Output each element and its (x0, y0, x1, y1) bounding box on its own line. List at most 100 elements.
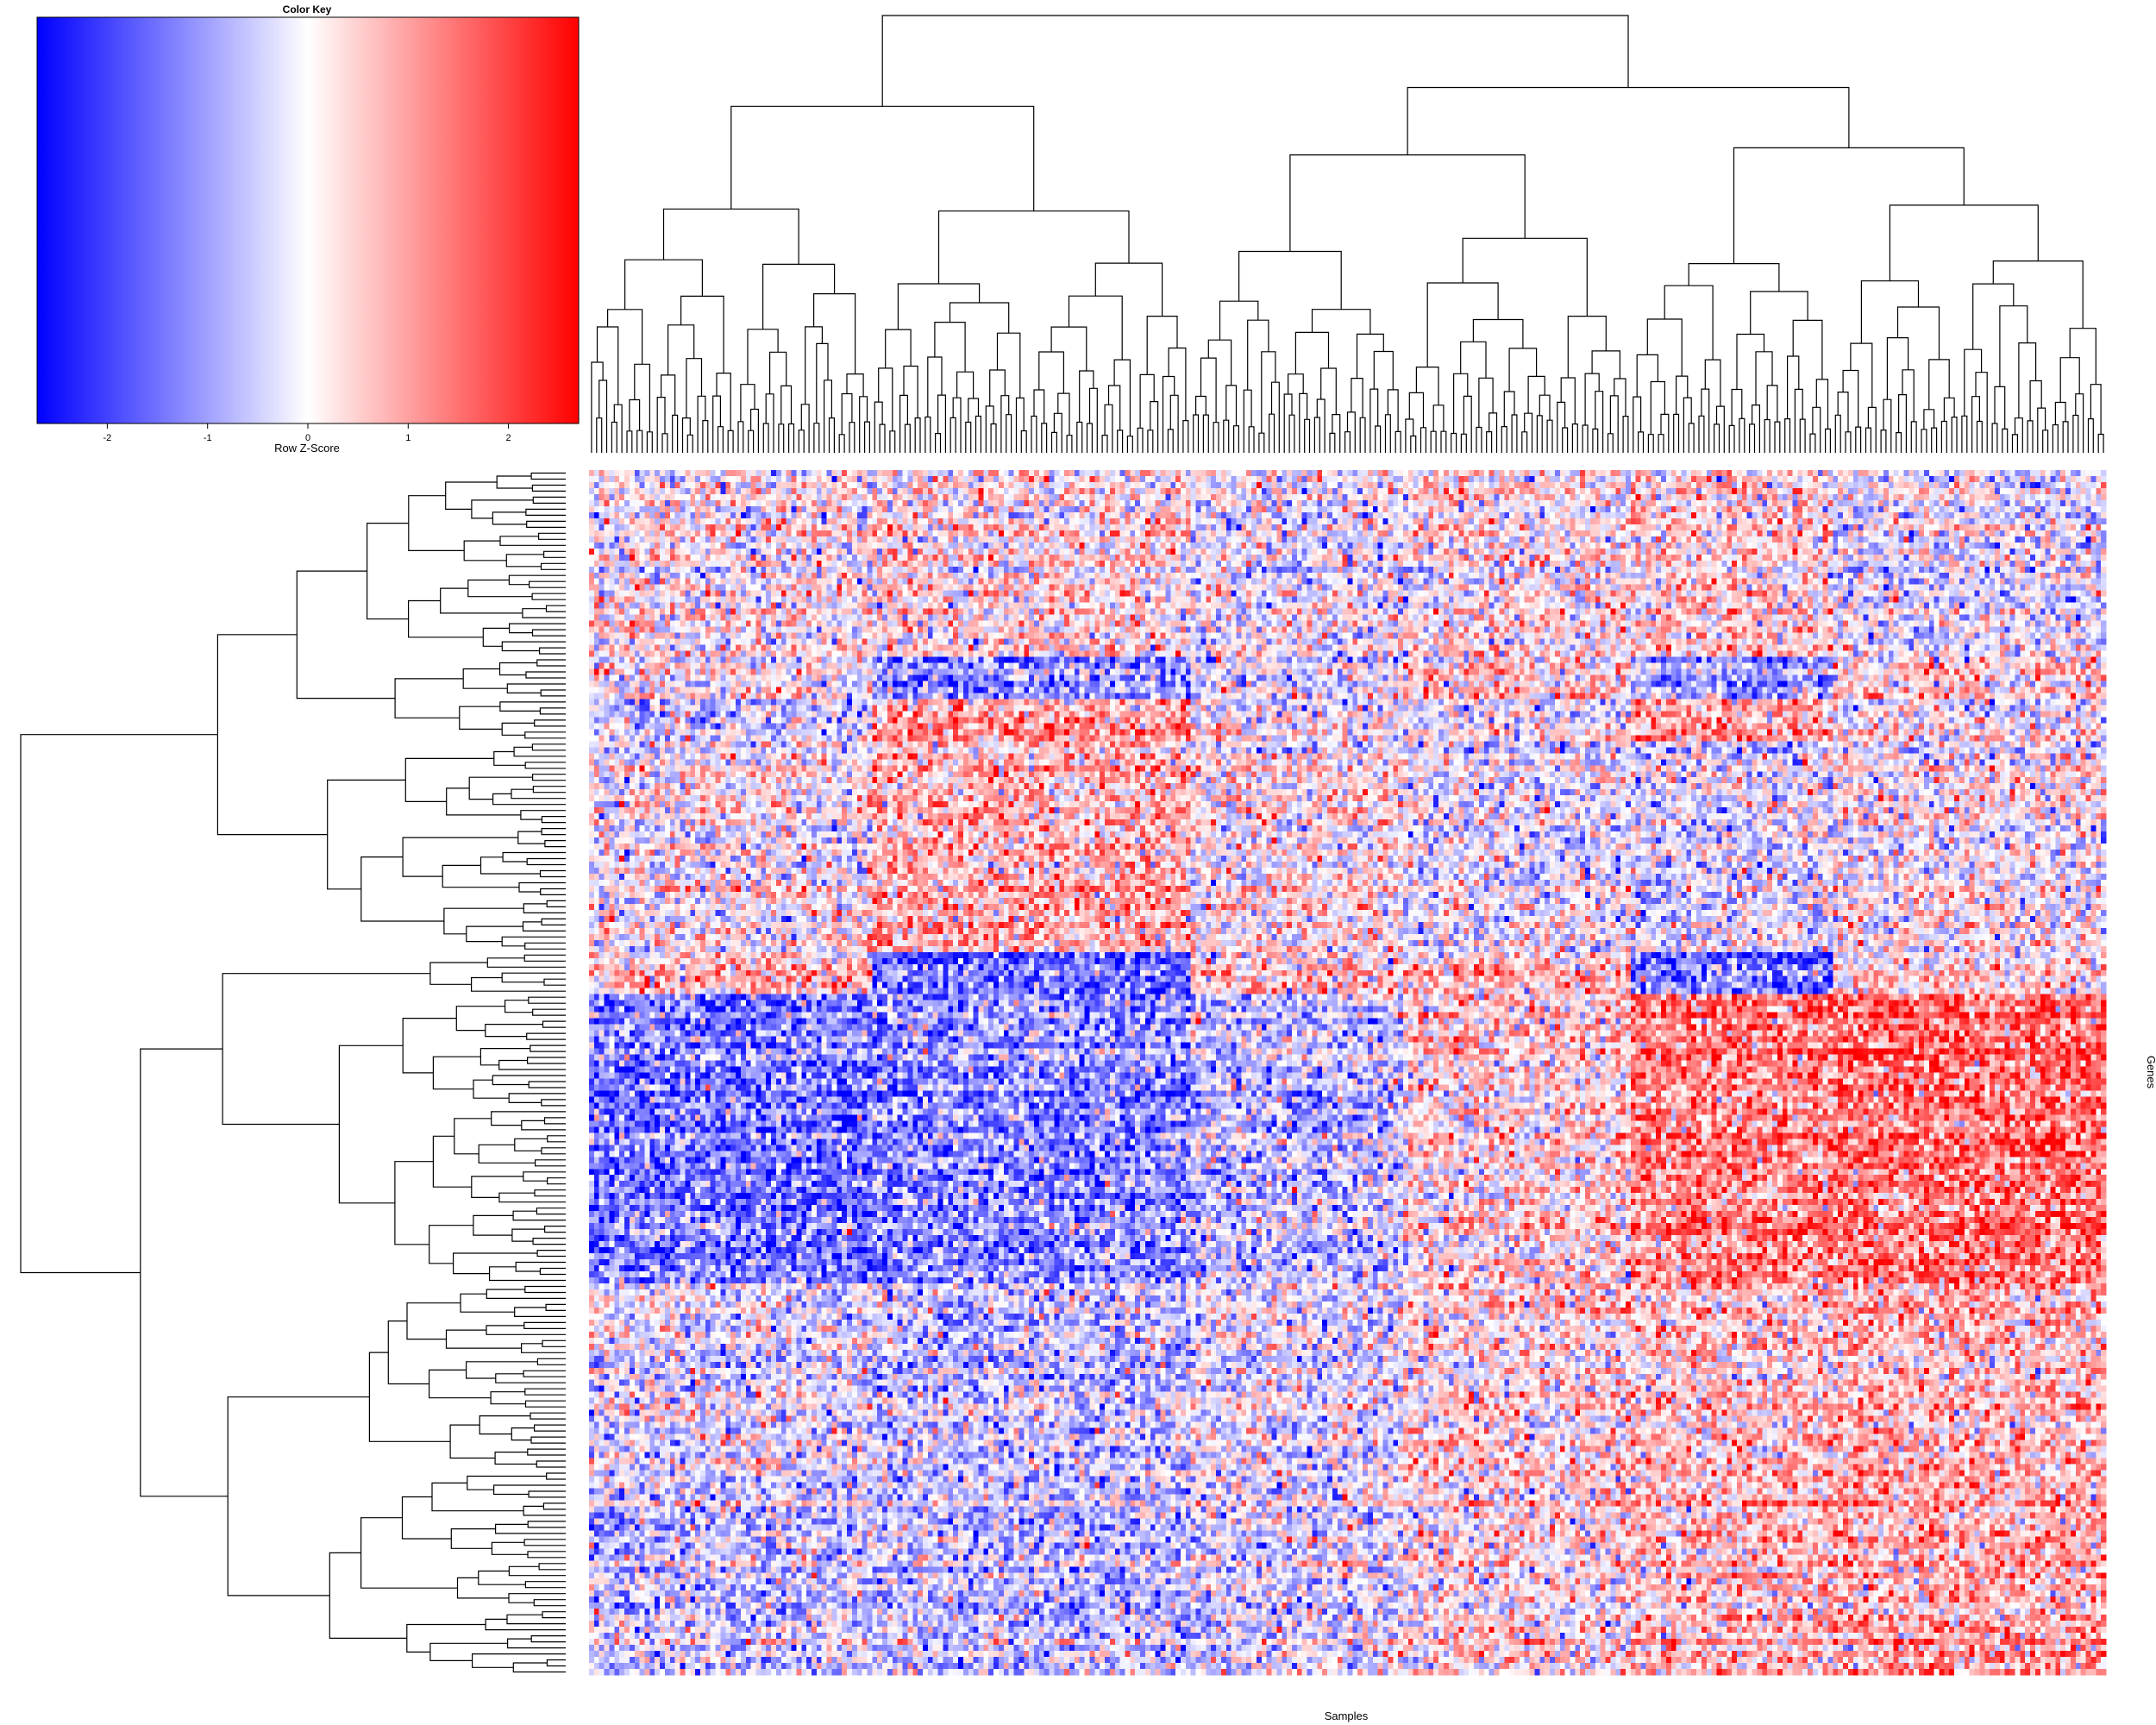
heatmap-cell (705, 476, 711, 482)
heatmap-cell (1145, 482, 1150, 488)
heatmap-cell (751, 470, 756, 476)
heatmap-cell (988, 476, 993, 482)
heatmap-cell (1717, 476, 1722, 482)
heatmap-cell (1848, 476, 1853, 482)
row-dendrogram-branch (523, 609, 566, 618)
heatmap-cell (1899, 470, 1904, 476)
heatmap-cell (1398, 476, 1403, 482)
heatmap-cell (867, 470, 872, 476)
heatmap-cell (1297, 470, 1302, 476)
column-dendrogram-branch (1843, 371, 1858, 428)
row-dendrogram-branch (531, 1437, 566, 1443)
column-dendrogram-branch (1767, 386, 1777, 422)
heatmap-cell (645, 470, 650, 476)
heatmap-cell (1585, 482, 1590, 488)
heatmap-cell (1276, 482, 1282, 488)
heatmap-cell (1433, 476, 1438, 482)
row-dendrogram-branch (447, 1330, 522, 1348)
heatmap-cell (898, 482, 903, 488)
heatmap-cell (776, 482, 781, 488)
column-dendrogram-branch (687, 435, 693, 453)
heatmap-cell (1474, 476, 1479, 482)
heatmap-cell (1762, 470, 1767, 476)
heatmap-cell (1221, 470, 1226, 476)
heatmap-cell (968, 470, 974, 476)
heatmap-cell (1368, 482, 1373, 488)
column-dendrogram-branch (1017, 398, 1025, 453)
heatmap-cell (1509, 482, 1514, 488)
heatmap-cell (1135, 470, 1140, 476)
column-dendrogram-branch (847, 374, 863, 397)
row-dendrogram-branch (228, 1397, 369, 1596)
heatmap-cell (1343, 470, 1348, 476)
heatmap-cell (1039, 482, 1044, 488)
column-dendrogram-branch (1674, 414, 1679, 453)
row-dendrogram-branch (490, 1267, 566, 1281)
row-dendrogram-branch (525, 732, 566, 738)
row-dendrogram-branch (532, 593, 566, 599)
heatmap-cell (685, 470, 690, 476)
column-dendrogram-branch (770, 352, 787, 394)
heatmap-cell (1940, 470, 1945, 476)
heatmap-cell (1580, 476, 1585, 482)
row-dendrogram-branch (468, 580, 532, 597)
heatmap-cell (1818, 476, 1823, 482)
heatmap-cell (1525, 482, 1530, 488)
heatmap-cell (1656, 482, 1661, 488)
row-dendrogram-branch (529, 1082, 566, 1088)
column-dendrogram-branch (1224, 420, 1229, 453)
column-dendrogram-branch (886, 329, 911, 368)
heatmap-cell (1287, 476, 1292, 482)
heatmap-cell (938, 476, 943, 482)
heatmap-cell (1504, 476, 1509, 482)
heatmap-cell (948, 476, 953, 482)
heatmap-cell (792, 470, 797, 476)
heatmap-cell (999, 470, 1004, 476)
heatmap-cell (1388, 482, 1393, 488)
heatmap-cell (928, 476, 933, 482)
heatmap-cell (792, 476, 797, 482)
heatmap-cell (827, 470, 832, 476)
row-dendrogram-branch (509, 1094, 566, 1103)
heatmap-cell (2071, 470, 2076, 476)
heatmap-cell (1449, 476, 1454, 482)
heatmap-cell (705, 482, 711, 488)
heatmap-cell (1489, 482, 1495, 488)
heatmap-cell (1984, 476, 1990, 482)
heatmap-cell (1656, 470, 1661, 476)
column-dendrogram-branch (1118, 430, 1123, 453)
heatmap-cell (1717, 470, 1722, 476)
heatmap-cell (1878, 476, 1883, 482)
heatmap-cell (1145, 476, 1150, 482)
heatmap-cell (609, 470, 614, 476)
column-dendrogram-branch (1105, 405, 1112, 453)
row-dendrogram-branch (403, 1019, 456, 1073)
heatmap-cell (1150, 470, 1156, 476)
heatmap-cell (907, 482, 912, 488)
row-dendrogram-branch (523, 1371, 566, 1377)
heatmap-cell (958, 476, 963, 482)
row-dendrogram-branch (530, 1413, 566, 1419)
heatmap-cell (1014, 482, 1019, 488)
heatmap-cell (1691, 482, 1696, 488)
heatmap-cell (1135, 482, 1140, 488)
column-dendrogram-branch (1810, 434, 1815, 453)
heatmap-cell (1186, 476, 1191, 482)
heatmap-cell (943, 482, 948, 488)
heatmap-cell (1115, 482, 1120, 488)
column-dendrogram-branch (1568, 317, 1606, 378)
row-dendrogram-branch (545, 1118, 567, 1124)
row-dendrogram-branch (479, 1571, 526, 1585)
heatmap-cell (852, 476, 857, 482)
heatmap-cell (1762, 476, 1767, 482)
row-dendrogram-branch (447, 788, 521, 815)
heatmap-cell (1606, 482, 1611, 488)
column-dendrogram-branch (1411, 436, 1416, 454)
row-dendrogram-branch (506, 555, 543, 567)
heatmap-cell (635, 470, 640, 476)
column-dendrogram-branch (1461, 434, 1466, 453)
column-dendrogram-branch (1290, 155, 1525, 252)
row-dendrogram-branch (454, 1253, 538, 1274)
heatmap-cell (787, 482, 792, 488)
heatmap-cell (1170, 482, 1175, 488)
